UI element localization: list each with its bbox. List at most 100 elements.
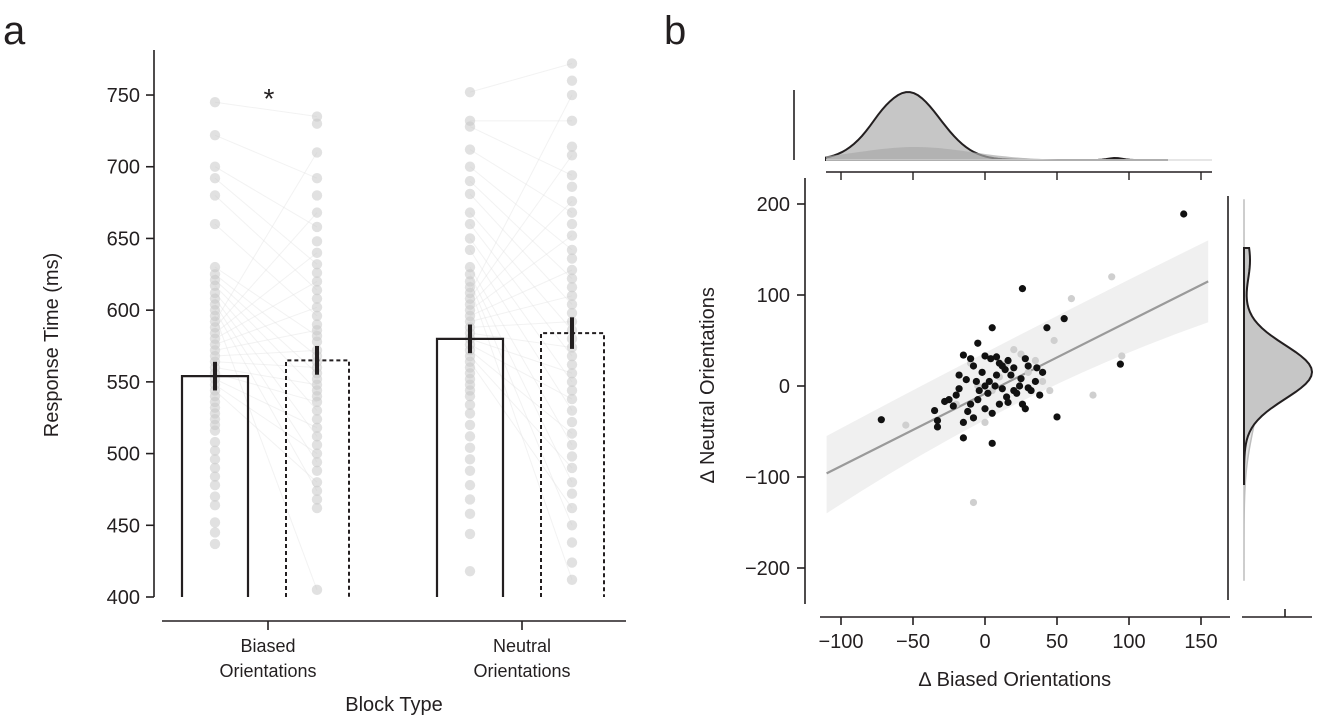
paired-line — [469, 274, 573, 483]
paired-line — [214, 152, 318, 322]
data-point — [464, 494, 476, 505]
grey-point — [1031, 356, 1039, 365]
grey-point — [1010, 346, 1018, 354]
paired-line — [469, 269, 573, 317]
data-point — [209, 538, 221, 550]
data-point — [566, 75, 578, 86]
data-point — [566, 557, 578, 568]
paired-line — [214, 315, 318, 591]
black-point — [1015, 382, 1024, 390]
black-point — [1116, 360, 1124, 368]
data-point — [311, 439, 323, 451]
panel-a-x-ticks: Biased Orientations Neutral Orientations — [219, 621, 571, 681]
data-point — [209, 471, 221, 482]
data-point — [566, 299, 578, 310]
panel-a-significance-star: * — [264, 83, 275, 114]
paired-line — [469, 287, 573, 580]
data-point — [464, 207, 476, 218]
regression-line — [826, 280, 1209, 475]
data-point — [209, 280, 221, 291]
data-point — [464, 175, 476, 187]
data-point — [464, 408, 476, 419]
data-point — [566, 393, 578, 405]
grey-point — [1017, 350, 1025, 358]
paired-line — [214, 349, 318, 357]
paired-line — [469, 281, 573, 526]
data-point — [311, 336, 323, 347]
black-point — [877, 416, 885, 424]
y-tick-label: 400 — [107, 587, 140, 609]
x-tick-label: Orientations — [219, 661, 316, 681]
data-point — [566, 230, 578, 241]
paired-line — [214, 309, 318, 492]
paired-line — [214, 384, 318, 454]
data-point — [209, 462, 221, 474]
data-point — [464, 233, 476, 244]
data-point — [209, 454, 221, 465]
paired-line — [214, 212, 318, 328]
paired-line — [469, 321, 573, 328]
black-point — [1013, 389, 1021, 397]
paired-line — [214, 298, 318, 437]
black-point — [1031, 377, 1039, 386]
paired-line — [469, 154, 573, 299]
data-point — [566, 368, 578, 379]
data-point — [566, 218, 578, 230]
black-point — [1053, 413, 1061, 421]
top-density-grey — [826, 147, 1168, 160]
black-point — [991, 382, 999, 390]
grey-point — [1108, 273, 1116, 281]
paired-line — [214, 304, 318, 463]
data-point — [209, 479, 221, 491]
data-point — [311, 207, 323, 218]
data-point — [566, 150, 578, 161]
black-point — [992, 371, 1001, 379]
black-point — [1018, 285, 1027, 293]
paired-line — [214, 223, 318, 317]
data-point — [209, 491, 221, 502]
y-tick-label: −200 — [745, 558, 790, 580]
y-tick-label: 200 — [757, 194, 790, 216]
paired-line — [214, 285, 318, 391]
data-point — [464, 121, 476, 132]
panel-a-label: a — [3, 9, 26, 53]
data-point — [566, 350, 578, 362]
x-tick-label: 100 — [1112, 631, 1145, 653]
black-point — [1060, 315, 1068, 323]
data-point — [566, 451, 578, 462]
data-point — [566, 416, 578, 428]
data-point — [566, 502, 578, 514]
y-tick-label: 100 — [757, 285, 790, 307]
data-point — [311, 276, 323, 287]
paired-line — [469, 166, 573, 251]
data-point — [311, 448, 323, 459]
data-point — [311, 147, 323, 158]
data-point — [464, 391, 476, 402]
black-point — [945, 396, 953, 404]
paired-line — [214, 166, 318, 228]
black-point — [1024, 362, 1032, 370]
black-point — [933, 423, 942, 431]
paired-line — [469, 149, 573, 214]
data-point — [311, 247, 323, 258]
x-tick-label: 150 — [1184, 631, 1217, 653]
y-tick-label: 750 — [107, 85, 140, 107]
grey-point — [1039, 377, 1047, 386]
data-point — [311, 259, 323, 270]
black-point — [952, 391, 960, 399]
black-point — [974, 339, 982, 347]
black-point — [992, 353, 1001, 361]
paired-line — [469, 249, 573, 411]
data-point — [566, 488, 578, 499]
data-point — [464, 269, 476, 280]
panel-a-y-label: Response Time (ms) — [41, 253, 63, 438]
data-point — [464, 188, 476, 200]
black-point — [975, 386, 983, 395]
data-point — [566, 307, 578, 319]
black-point — [1180, 210, 1188, 218]
black-point — [967, 355, 975, 363]
data-point — [311, 396, 323, 408]
data-point — [566, 273, 578, 284]
data-point — [464, 244, 476, 256]
